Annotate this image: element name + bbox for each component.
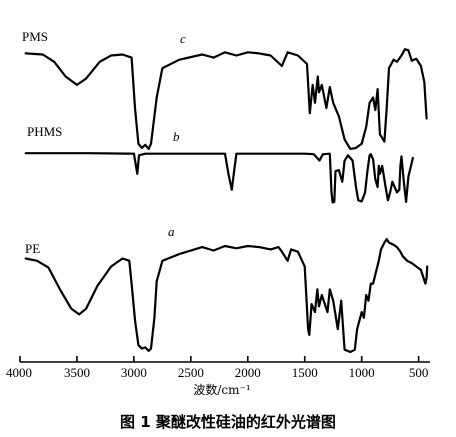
series-line-phms — [24, 152, 414, 204]
series-line-pms — [24, 48, 428, 150]
series-letter-b: b — [173, 129, 180, 144]
plot-area: 4000 3500 3000 2500 2000 1500 1000 500 — [6, 48, 430, 380]
x-tick-label: 2500 — [178, 365, 204, 380]
x-tick-label: 1500 — [292, 365, 318, 380]
x-tick-label: 4000 — [6, 365, 32, 380]
series-label-pe: PE — [25, 241, 40, 256]
series-label-pms: PMS — [22, 29, 48, 44]
x-tick-label: 3500 — [64, 365, 90, 380]
series-label-phms: PHMS — [27, 124, 62, 139]
series-letter-a: a — [168, 224, 175, 239]
series-letter-c: c — [180, 31, 186, 46]
x-ticks: 4000 3500 3000 2500 2000 1500 1000 500 — [6, 356, 428, 380]
x-axis-label: 波数/cm⁻¹ — [193, 382, 250, 397]
spectra-curves — [24, 48, 429, 354]
x-tick-label: 2000 — [235, 365, 261, 380]
x-tick-label: 500 — [409, 365, 429, 380]
x-tick-label: 1000 — [349, 365, 375, 380]
series-line-pe — [24, 238, 429, 354]
x-tick-label: 3000 — [121, 365, 147, 380]
figure-caption: 图 1 聚醚改性硅油的红外光谱图 — [120, 413, 336, 431]
